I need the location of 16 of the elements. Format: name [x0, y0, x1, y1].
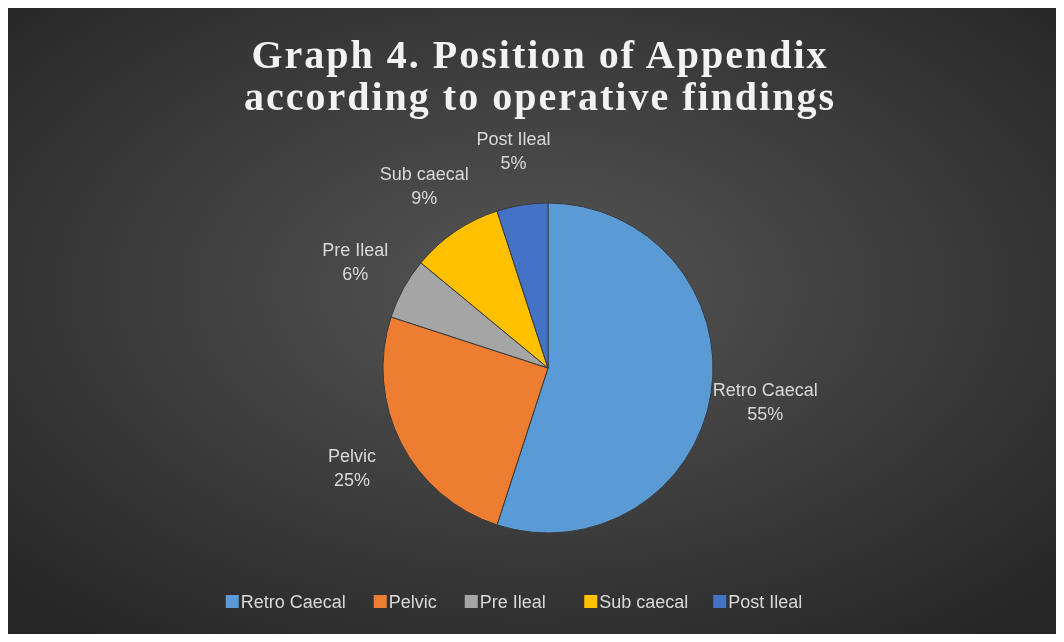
slice-label: Post Ileal [476, 128, 551, 149]
slice-label: Sub caecal [379, 164, 469, 185]
data-label: 9% [411, 188, 438, 209]
data-label: 55% [747, 404, 784, 425]
slice-label: Pre Ileal [322, 240, 389, 261]
data-label: 5% [500, 152, 527, 173]
legend-label: Post Ileal [728, 592, 803, 612]
slice-label: Retro Caecal [712, 380, 818, 401]
data-label: 6% [342, 264, 369, 285]
legend-label: Pre Ileal [479, 592, 546, 612]
slice-label: Pelvic [327, 445, 376, 466]
chart-title: Graph 4. Position of Appendix according to operative findings [244, 32, 836, 119]
legend-label: Sub caecal [599, 592, 689, 612]
category-label: Retro Caecal [240, 592, 346, 612]
legend-label: Pelvic [388, 592, 437, 612]
data-label: 25% [333, 469, 370, 490]
